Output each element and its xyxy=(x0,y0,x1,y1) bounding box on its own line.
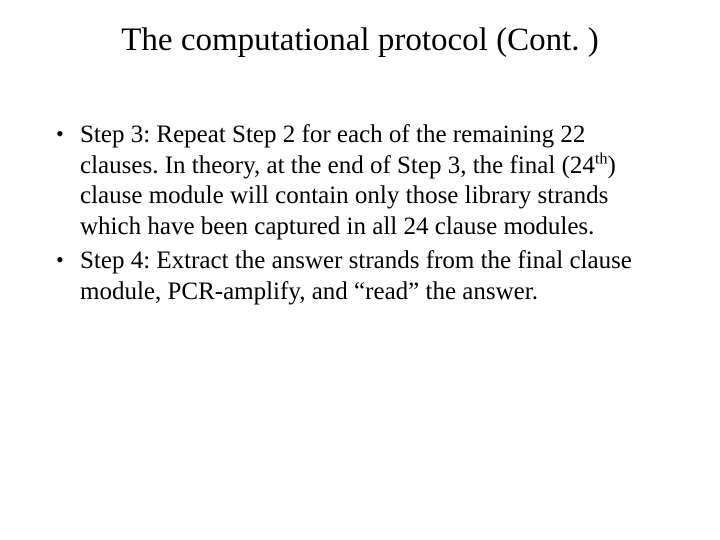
list-item: Step 4: Extract the answer strands from … xyxy=(54,246,666,307)
bullet-text-sup: th xyxy=(595,149,608,167)
slide: The computational protocol (Cont. ) Step… xyxy=(0,0,720,540)
bullet-text-pre: Step 4: Extract the answer strands from … xyxy=(80,247,632,305)
bullet-list: Step 3: Repeat Step 2 for each of the re… xyxy=(54,120,666,307)
slide-title: The computational protocol (Cont. ) xyxy=(0,22,720,59)
slide-body: Step 3: Repeat Step 2 for each of the re… xyxy=(54,120,666,311)
bullet-text-pre: Step 3: Repeat Step 2 for each of the re… xyxy=(80,121,595,179)
list-item: Step 3: Repeat Step 2 for each of the re… xyxy=(54,120,666,242)
